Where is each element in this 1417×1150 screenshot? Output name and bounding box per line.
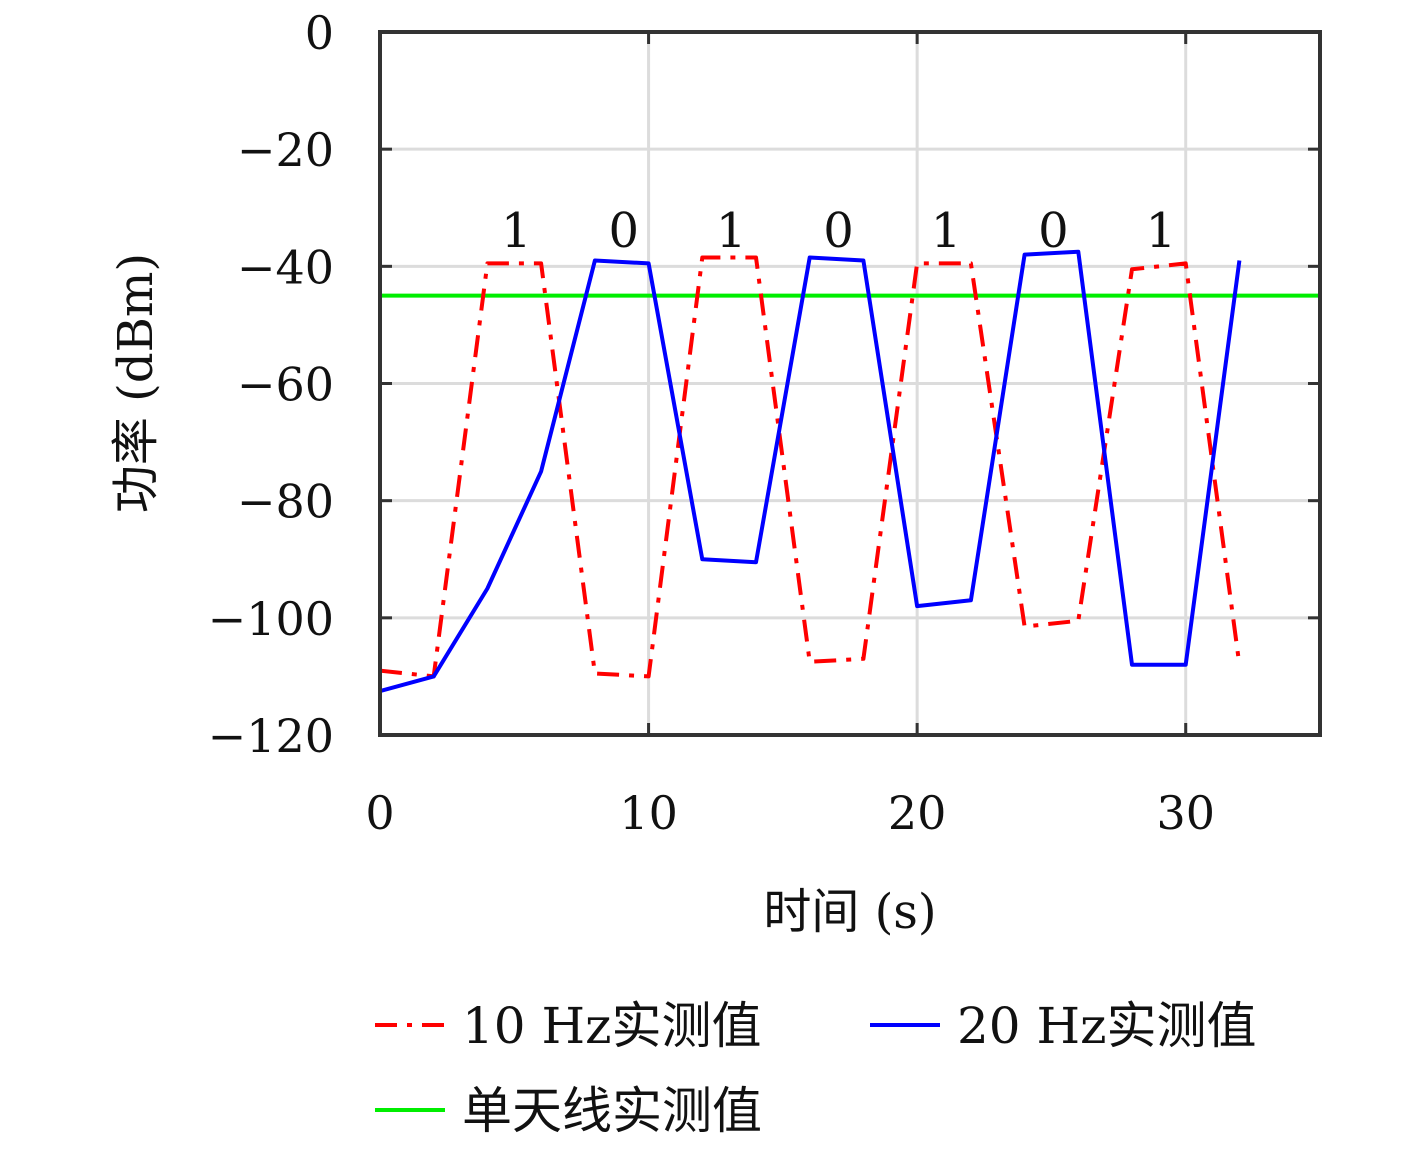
bit-annotation: 1	[931, 203, 962, 259]
y-tick-label: −40	[237, 240, 334, 294]
y-tick-label: −100	[208, 592, 334, 646]
x-tick-label: 0	[365, 786, 394, 840]
legend-label-single-antenna: 单天线实测值	[462, 1082, 762, 1140]
legend-label-10hz: 10 Hz实测值	[462, 997, 761, 1055]
y-tick-label: −60	[237, 358, 334, 412]
x-tick-label: 20	[888, 786, 947, 840]
y-axis-title: 功率 (dBm)	[108, 253, 164, 513]
y-tick-label: −120	[208, 709, 334, 763]
bit-annotation: 0	[823, 203, 854, 259]
y-tick-label: −80	[237, 475, 334, 529]
bit-annotation: 1	[716, 203, 747, 259]
series-line	[379, 249, 1242, 694]
bit-annotation: 1	[1146, 203, 1177, 259]
legend-label-20hz: 20 Hz实测值	[957, 997, 1256, 1055]
bit-annotations: 1 0 1 0 1 0 1	[501, 203, 1176, 259]
axis-ticks: 0 10 20 300−20−40−60−80−100−120	[208, 6, 1320, 840]
y-tick-label: 0	[305, 6, 334, 60]
x-axis-title: 时间 (s)	[763, 884, 936, 940]
legend: 10 Hz实测值 20 Hz实测值 单天线实测值	[375, 997, 1256, 1140]
series-line	[379, 255, 1242, 679]
y-tick-label: −20	[237, 123, 334, 177]
bit-annotation: 0	[1038, 203, 1069, 259]
x-tick-label: 30	[1156, 786, 1215, 840]
series-20hz	[379, 249, 1242, 694]
x-tick-label: 10	[619, 786, 678, 840]
bit-annotation: 1	[501, 203, 532, 259]
bit-annotation: 0	[608, 203, 639, 259]
series-10hz	[379, 255, 1242, 679]
grid-lines	[380, 32, 1320, 735]
